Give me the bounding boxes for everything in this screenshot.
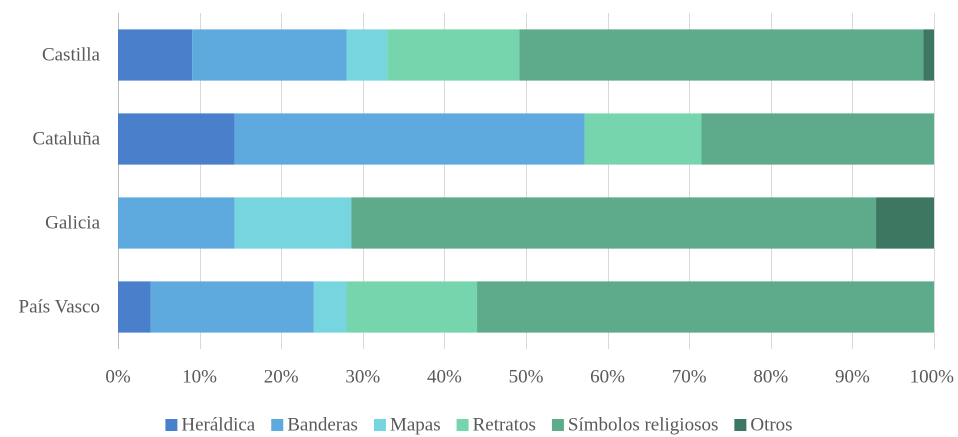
legend-swatch (456, 419, 469, 431)
bar-segment-pais-vasco-simbolos-religiosos (477, 281, 934, 333)
legend-label: Heráldica (181, 415, 255, 436)
x-tick-label: 10% (182, 367, 217, 388)
bars (118, 29, 934, 333)
legend-item-simbolos-religiosos: Símbolos religiosos (551, 415, 718, 436)
x-tick-label: 20% (264, 367, 299, 388)
bar-segment-castilla-banderas (192, 29, 347, 81)
x-tick-label: 100% (910, 367, 955, 388)
bar-segment-castilla-mapas (346, 29, 388, 81)
bar-segment-pais-vasco-heraldica (118, 281, 151, 333)
legend: Heráldica Banderas Mapas Retratos Símbolos r… (165, 415, 793, 436)
legend-label: Retratos (473, 415, 536, 436)
legend-label: Símbolos religiosos (568, 415, 718, 436)
bar-segment-pais-vasco-banderas (150, 281, 314, 333)
bar-segment-castilla-otros (923, 29, 934, 81)
bar-segment-pais-vasco-retratos (346, 281, 478, 333)
x-tick-label: 40% (427, 367, 462, 388)
legend-swatch (734, 419, 747, 431)
bar-segment-cataluna-heraldica (118, 113, 235, 165)
legend-swatch (271, 419, 284, 431)
bar-segment-castilla-simbolos-religiosos (519, 29, 924, 81)
x-tick-label: 30% (345, 367, 380, 388)
bar-segment-castilla-heraldica (118, 29, 193, 81)
category-labels: Castilla Cataluña Galicia País Vasco (19, 45, 101, 318)
legend-item-mapas: Mapas (373, 415, 441, 436)
bar-segment-cataluna-banderas (234, 113, 585, 165)
category-label: País Vasco (19, 297, 100, 318)
x-tick-label: 60% (590, 367, 625, 388)
x-tick-label: 0% (105, 367, 131, 388)
bar-segment-pais-vasco-mapas (313, 281, 347, 333)
legend-swatch (551, 419, 564, 431)
x-tick-label: 90% (835, 367, 870, 388)
bar-segment-castilla-retratos (387, 29, 520, 81)
x-tick-label: 50% (509, 367, 544, 388)
legend-item-heraldica: Heráldica (165, 415, 256, 436)
bar-segment-galicia-mapas (234, 197, 352, 249)
legend-swatch (165, 419, 178, 431)
legend-item-banderas: Banderas (271, 415, 358, 436)
bar-segment-cataluna-simbolos-religiosos (701, 113, 934, 165)
category-label: Galicia (45, 213, 100, 234)
bar-segment-cataluna-retratos (584, 113, 702, 165)
legend-item-otros: Otros (734, 415, 793, 436)
category-label: Cataluña (32, 129, 100, 150)
bar-segment-galicia-banderas (118, 197, 235, 249)
bar-segment-galicia-simbolos-religiosos (351, 197, 877, 249)
legend-label: Mapas (390, 415, 441, 436)
bar-segment-galicia-otros (876, 197, 934, 249)
x-tick-label: 70% (672, 367, 707, 388)
legend-swatch (373, 419, 386, 431)
x-tick-label: 80% (753, 367, 788, 388)
x-tick-labels: 0% 10% 20% 30% 40% 50% 60% 70% 80% 90% 100% (105, 367, 954, 388)
legend-label: Banderas (287, 415, 358, 436)
legend-label: Otros (750, 415, 792, 436)
legend-item-retratos: Retratos (456, 415, 536, 436)
category-label: Castilla (42, 45, 101, 66)
